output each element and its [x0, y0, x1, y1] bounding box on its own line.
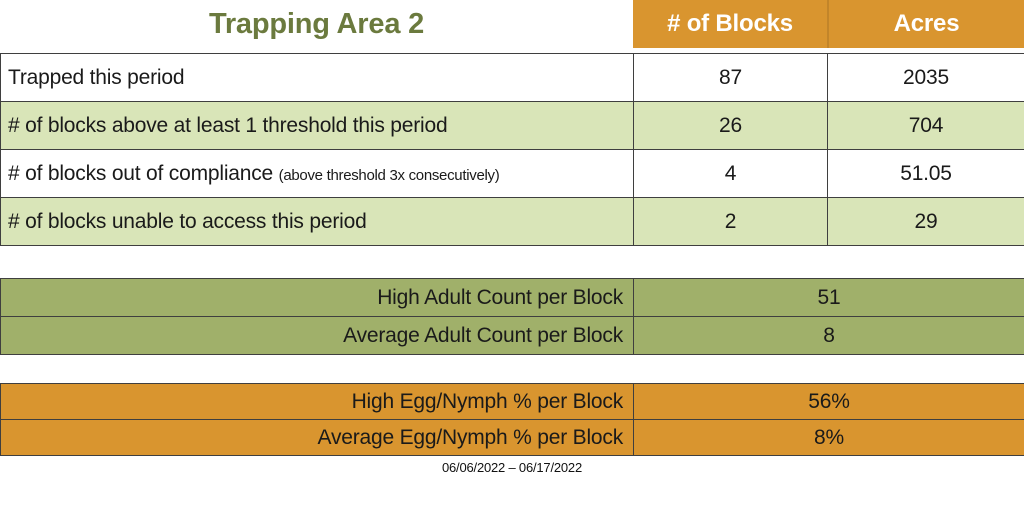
- summary-table: Trapped this period 87 2035 # of blocks …: [0, 53, 1024, 246]
- page-title: Trapping Area 2: [208, 7, 425, 40]
- blocks-value: 26: [633, 101, 828, 150]
- title-cell: Trapping Area 2: [0, 0, 633, 48]
- table-row: High Egg/Nymph % per Block 56%: [0, 383, 1024, 420]
- table-row: # of blocks above at least 1 threshold t…: [0, 101, 1024, 150]
- date-range: 06/06/2022 – 06/17/2022: [442, 460, 582, 475]
- acres-value: 29: [827, 197, 1024, 246]
- adult-count-table: High Adult Count per Block 51 Average Ad…: [0, 278, 1024, 355]
- row-label: Trapped this period: [0, 53, 634, 102]
- row-label: # of blocks out of compliance (above thr…: [0, 149, 634, 198]
- table-row: Trapped this period 87 2035: [0, 53, 1024, 102]
- table-row: High Adult Count per Block 51: [0, 278, 1024, 317]
- row-label: Average Egg/Nymph % per Block: [0, 419, 634, 456]
- header-row: Trapping Area 2 # of Blocks Acres: [0, 0, 1024, 48]
- table-row: Average Adult Count per Block 8: [0, 316, 1024, 355]
- row-label: Average Adult Count per Block: [0, 316, 634, 355]
- table-row: # of blocks unable to access this period…: [0, 197, 1024, 246]
- row-label: # of blocks above at least 1 threshold t…: [0, 101, 634, 150]
- table-row: # of blocks out of compliance (above thr…: [0, 149, 1024, 198]
- blocks-value: 4: [633, 149, 828, 198]
- row-label-note: (above threshold 3x consecutively): [278, 166, 500, 184]
- acres-value: 2035: [827, 53, 1024, 102]
- row-value: 51: [633, 278, 1024, 317]
- row-label: # of blocks unable to access this period: [0, 197, 634, 246]
- row-value: 8%: [633, 419, 1024, 456]
- acres-value: 704: [827, 101, 1024, 150]
- blocks-value: 87: [633, 53, 828, 102]
- acres-value: 51.05: [827, 149, 1024, 198]
- row-label: High Egg/Nymph % per Block: [0, 383, 634, 420]
- row-value: 56%: [633, 383, 1024, 420]
- blocks-value: 2: [633, 197, 828, 246]
- row-value: 8: [633, 316, 1024, 355]
- table-row: Average Egg/Nymph % per Block 8%: [0, 419, 1024, 456]
- column-header-blocks: # of Blocks: [633, 0, 829, 48]
- row-label: High Adult Count per Block: [0, 278, 634, 317]
- column-header-acres: Acres: [829, 0, 1024, 48]
- egg-nymph-table: High Egg/Nymph % per Block 56% Average E…: [0, 383, 1024, 456]
